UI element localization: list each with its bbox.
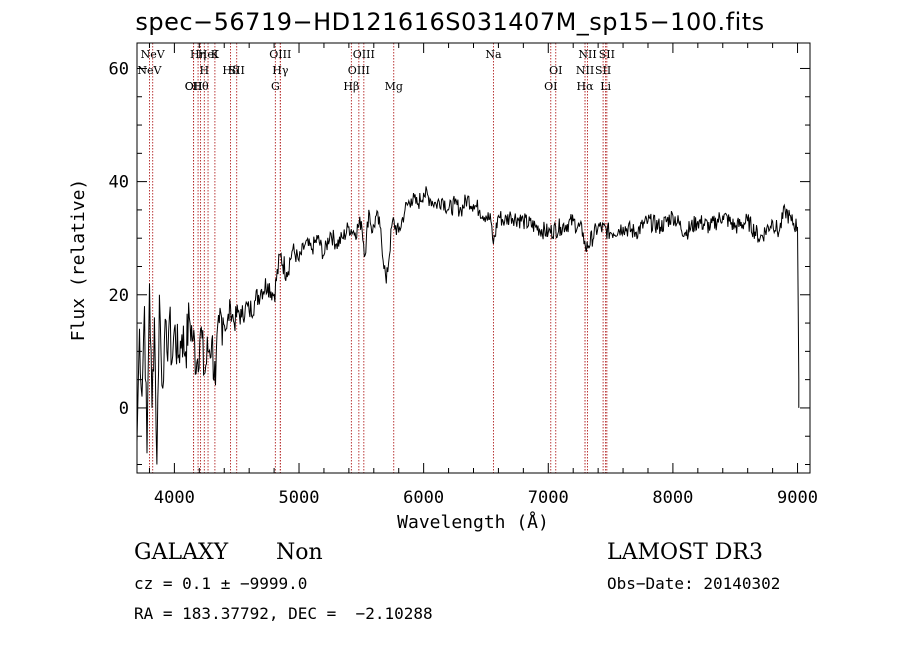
line-label: OI: [544, 80, 557, 93]
line-label: Hθ: [192, 80, 209, 93]
line-label: G: [271, 80, 280, 93]
line-label: NII: [578, 48, 596, 61]
line-label: Hβ: [343, 80, 359, 93]
line-label: OII: [185, 80, 203, 93]
line-label: NII: [576, 64, 594, 77]
coordinates-readout: RA = 183.37792, DEC = −2.10288: [134, 604, 433, 623]
survey-name: LAMOST DR3: [607, 540, 763, 565]
observation-date: Obs−Date: 20140302: [607, 574, 781, 593]
y-tick-label: 0: [119, 399, 129, 419]
line-label: SII: [599, 48, 615, 61]
emission-line-markers: [149, 43, 608, 473]
x-tick-label: 7000: [528, 488, 569, 508]
line-label: NeV: [137, 64, 162, 77]
y-tick-label: 40: [109, 173, 129, 193]
chart-title: spec−56719−HD121616S031407M_sp15−100.fit…: [135, 8, 765, 36]
x-tick-label: 4000: [154, 488, 195, 508]
line-label: HeI: [198, 48, 218, 61]
emission-line-labels: NeVNeVOIIHηHHθKHδOIIHeISIIGOIIIHγHβOIIIO…: [137, 48, 615, 93]
line-label: Li: [600, 80, 611, 93]
spectrum-line: [136, 186, 800, 465]
plot-frame: [136, 42, 811, 474]
line-label: Hγ: [272, 64, 289, 77]
axis-ticks: 4000 5000 6000 7000 8000 9000 0 20 40 60: [109, 43, 818, 508]
line-label: OI: [549, 64, 562, 77]
line-label: Na: [485, 48, 502, 61]
object-subclass: Non: [276, 540, 323, 565]
line-label: H: [200, 64, 210, 77]
x-tick-label: 9000: [777, 488, 818, 508]
line-label: Hη: [190, 48, 206, 61]
line-label: K: [211, 48, 220, 61]
x-axis-label: Wavelength (Å): [397, 511, 549, 533]
y-tick-label: 60: [109, 59, 129, 79]
line-label: NeV: [141, 48, 166, 61]
x-tick-label: 6000: [403, 488, 444, 508]
line-label: OIII: [348, 64, 370, 77]
object-class: GALAXY: [134, 540, 229, 565]
line-label: SII: [229, 64, 245, 77]
line-label: OIII: [353, 48, 375, 61]
x-tick-label: 5000: [279, 488, 320, 508]
line-label: OII: [185, 80, 203, 93]
line-label: OIII: [269, 48, 291, 61]
y-axis-label: Flux (relative): [68, 179, 89, 342]
line-label: Hδ: [222, 64, 239, 77]
line-label: Mg: [385, 80, 403, 93]
redshift-readout: cz = 0.1 ± −9999.0: [134, 574, 308, 593]
line-label: Hα: [577, 80, 595, 93]
line-label: SII: [595, 64, 611, 77]
x-tick-label: 8000: [652, 488, 693, 508]
y-tick-label: 20: [109, 286, 129, 306]
